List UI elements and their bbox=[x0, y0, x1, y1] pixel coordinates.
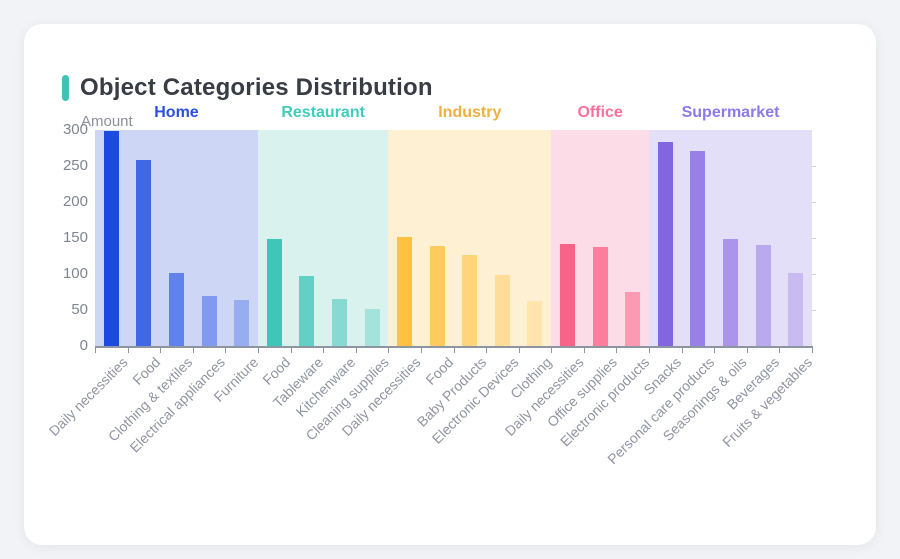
bar-industry-baby-products[interactable] bbox=[462, 255, 478, 346]
title-accent-bar bbox=[62, 75, 69, 101]
bar-industry-clothing[interactable] bbox=[527, 300, 543, 346]
y-axis-tick-label: 300 bbox=[62, 121, 88, 138]
y-axis-tick-label: 0 bbox=[79, 337, 88, 354]
group-header-supermarket: Supermarket bbox=[681, 104, 780, 121]
bar-industry-electronic-devices[interactable] bbox=[494, 274, 510, 346]
bar-home-clothing-textiles[interactable] bbox=[168, 272, 184, 346]
right-axis-tick bbox=[812, 238, 816, 239]
x-axis-tick bbox=[551, 348, 553, 353]
group-header-restaurant: Restaurant bbox=[281, 104, 365, 121]
group-header-home: Home bbox=[154, 104, 199, 121]
bar-industry-food[interactable] bbox=[429, 245, 445, 346]
bar-home-electrical-appliances[interactable] bbox=[201, 296, 217, 346]
x-axis-tick bbox=[453, 348, 455, 353]
x-axis-tick bbox=[746, 348, 748, 353]
x-axis-tick bbox=[225, 348, 227, 353]
x-axis-tick bbox=[616, 348, 618, 353]
title-row: Object Categories Distribution bbox=[62, 74, 433, 102]
x-axis-tick bbox=[681, 348, 683, 353]
right-axis-tick bbox=[812, 202, 816, 203]
x-axis-tick bbox=[649, 348, 651, 353]
x-axis-tick bbox=[812, 348, 813, 353]
chart-title: Object Categories Distribution bbox=[80, 74, 433, 101]
x-axis-tick bbox=[192, 348, 194, 353]
bar-office-office-supplies[interactable] bbox=[592, 246, 608, 346]
bar-supermarket-personal-care-products[interactable] bbox=[690, 150, 706, 346]
y-axis-tick-label: 50 bbox=[71, 301, 88, 318]
right-axis-tick bbox=[812, 310, 816, 311]
bar-industry-daily-necessities[interactable] bbox=[397, 237, 413, 346]
x-axis-tick bbox=[486, 348, 488, 353]
x-axis-tick bbox=[779, 348, 781, 353]
right-axis-tick bbox=[812, 274, 816, 275]
bar-home-food[interactable] bbox=[136, 160, 152, 346]
right-axis-tick bbox=[812, 166, 816, 167]
bar-restaurant-kitchenware[interactable] bbox=[331, 299, 347, 346]
x-axis-tick bbox=[388, 348, 390, 353]
x-axis-tick bbox=[160, 348, 162, 353]
group-header-industry: Industry bbox=[438, 104, 502, 121]
bar-supermarket-beverages[interactable] bbox=[755, 245, 771, 346]
y-axis-name: Amount bbox=[81, 113, 133, 130]
y-axis-tick-label: 250 bbox=[62, 157, 88, 174]
x-axis-tick bbox=[290, 348, 292, 353]
bar-home-furniture[interactable] bbox=[234, 299, 250, 346]
bar-restaurant-food[interactable] bbox=[266, 239, 282, 346]
x-axis-tick bbox=[583, 348, 585, 353]
x-axis-tick bbox=[420, 348, 422, 353]
bar-supermarket-fruits-vegetables[interactable] bbox=[788, 273, 804, 346]
x-axis-tick bbox=[323, 348, 325, 353]
bar-office-daily-necessities[interactable] bbox=[560, 243, 576, 346]
x-axis-line bbox=[95, 346, 813, 348]
bar-office-electronic-products[interactable] bbox=[625, 292, 641, 346]
x-axis-tick bbox=[714, 348, 716, 353]
bar-restaurant-cleaning-supplies[interactable] bbox=[364, 309, 380, 346]
y-axis-tick-label: 100 bbox=[62, 265, 88, 282]
bar-supermarket-snacks[interactable] bbox=[657, 141, 673, 346]
x-axis-tick bbox=[95, 348, 96, 353]
x-axis-tick bbox=[355, 348, 357, 353]
bar-restaurant-tableware[interactable] bbox=[299, 276, 315, 346]
x-axis-tick bbox=[127, 348, 129, 353]
bar-home-daily-necessities[interactable] bbox=[103, 131, 119, 346]
group-header-office: Office bbox=[577, 104, 623, 121]
y-axis-tick-label: 150 bbox=[62, 229, 88, 246]
bar-supermarket-seasonings-oils[interactable] bbox=[723, 239, 739, 346]
x-axis-tick bbox=[257, 348, 259, 353]
y-axis-tick-label: 200 bbox=[62, 193, 88, 210]
x-axis-tick bbox=[518, 348, 520, 353]
